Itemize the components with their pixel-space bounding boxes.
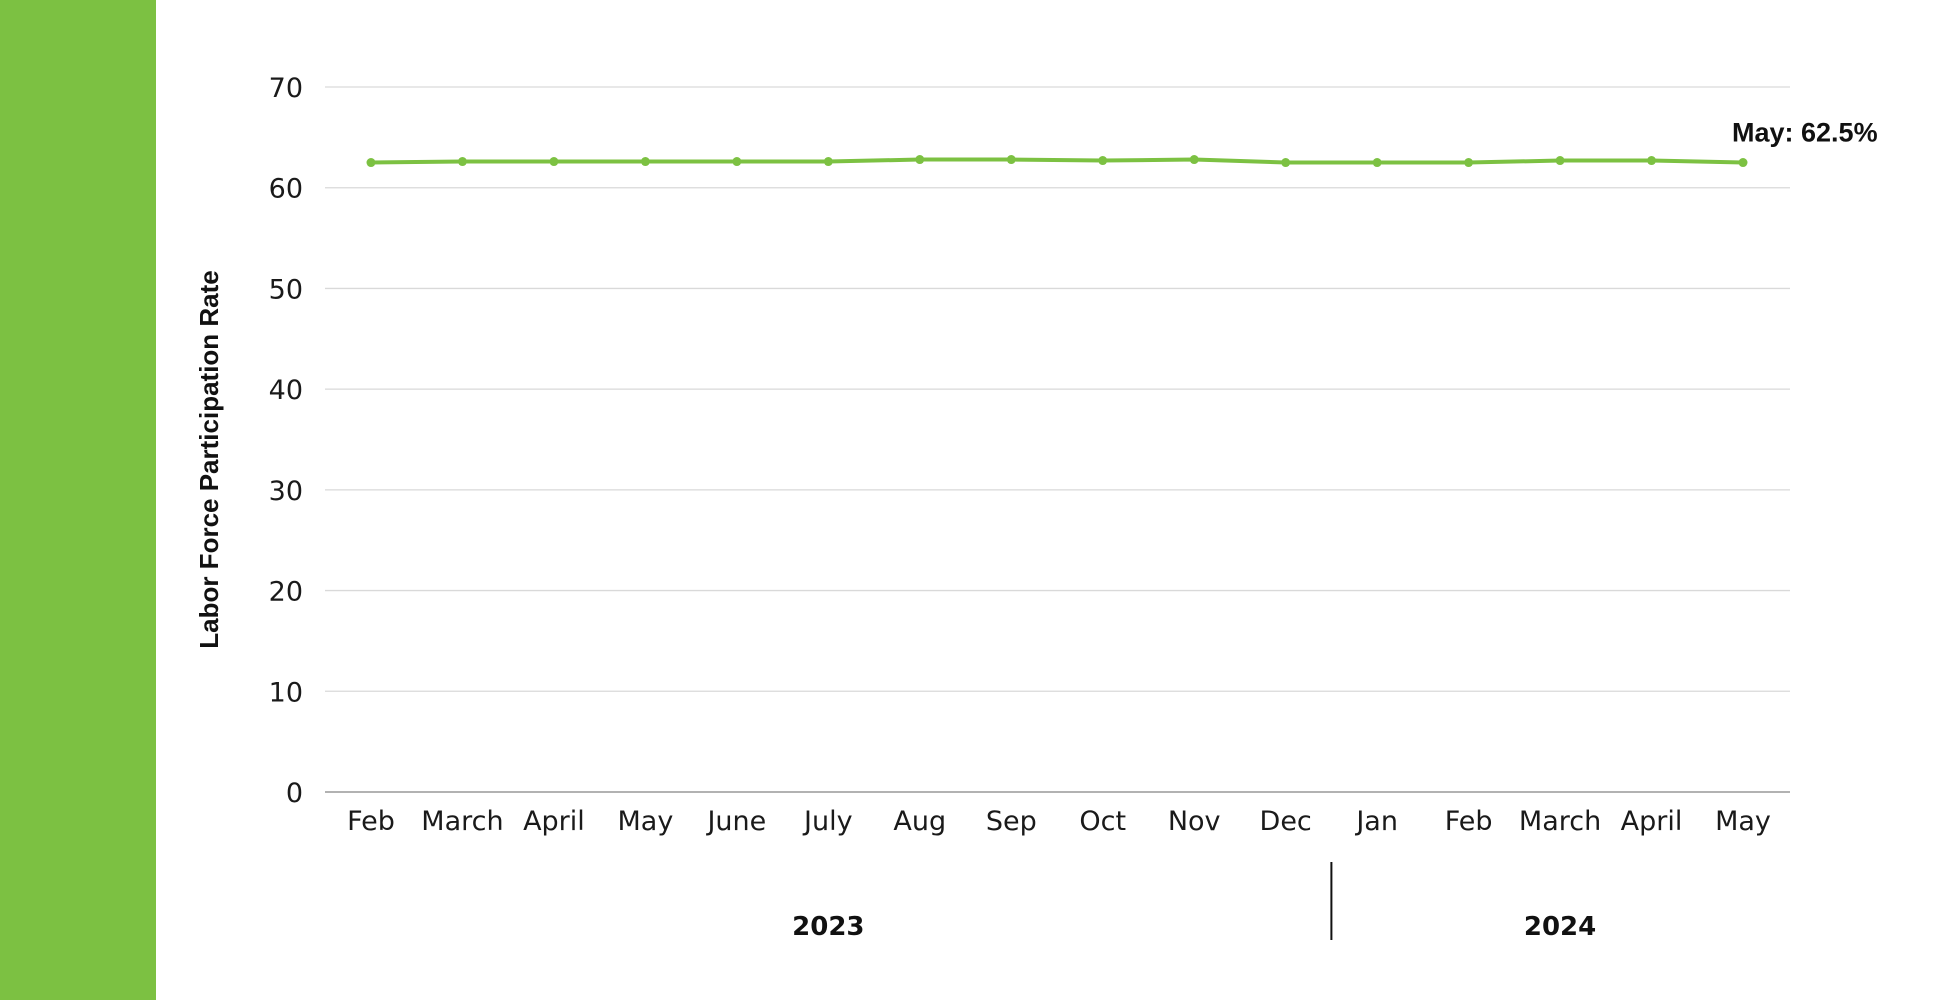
y-tick-label: 20 [269,577,303,608]
series-layer [366,155,1748,168]
y-tick-label: 60 [269,174,303,205]
y-axis-ticks: 0 10 20 30 40 50 60 70 [269,73,303,809]
y-axis-title: Labor Force Participation Rate [194,270,224,649]
x-tick-label: May [617,806,673,837]
x-tick-label: July [802,806,853,837]
y-tick-label: 70 [269,73,303,104]
data-point [549,157,559,167]
data-point [915,155,925,165]
y-tick-label: 50 [269,274,303,305]
x-tick-label: Nov [1168,806,1221,837]
data-point [457,157,467,167]
x-tick-label: May [1715,806,1771,837]
data-point [1647,156,1657,166]
x-tick-label: Dec [1260,806,1312,837]
data-point [1281,158,1291,168]
x-tick-label: Feb [347,806,395,837]
x-tick-label: Feb [1445,806,1493,837]
x-tick-label: Sep [986,806,1037,837]
x-tick-label: March [1519,806,1601,837]
data-point [1555,156,1565,166]
data-point [1006,155,1016,165]
data-point [823,157,833,167]
last-value-annotation: May: 62.5% [1732,118,1878,148]
y-tick-label: 30 [269,476,303,507]
data-point [1738,158,1748,168]
series-line [370,157,1744,165]
data-point [1372,158,1382,168]
year-group-label: 2023 [792,912,864,942]
y-tick-label: 10 [269,677,303,708]
side-accent-band [0,0,156,1000]
year-group-label: 2024 [1524,912,1596,942]
y-tick-label: 0 [286,778,303,809]
x-tick-label: March [421,806,503,837]
y-tick-label: 40 [269,375,303,406]
x-tick-label: June [705,806,766,837]
x-axis-ticks: Feb March April May June July Aug Sep Oct Nov Dec J… [347,806,1771,837]
data-point [732,157,742,167]
data-point [1464,158,1474,168]
x-tick-label: Oct [1079,806,1126,837]
data-point [1189,155,1199,165]
x-tick-label: April [1621,806,1683,837]
x-tick-label: Aug [893,806,946,837]
x-tick-label: April [523,806,585,837]
year-groups: 2023 2024 [792,862,1596,942]
x-tick-label: Jan [1354,806,1398,837]
data-point [1098,156,1108,166]
grid-lines [325,86,1790,692]
data-point [366,158,376,168]
data-point [640,157,650,167]
